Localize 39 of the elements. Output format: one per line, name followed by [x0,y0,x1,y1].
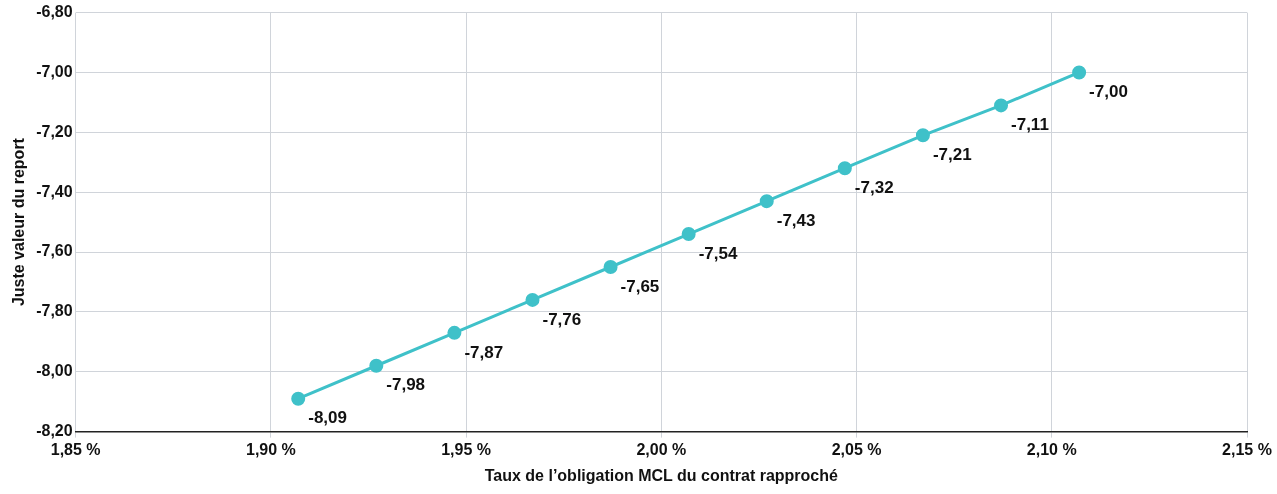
x-axis-title: Taux de l’obligation MCL du contrat rapproché [484,466,839,484]
data-label: -7,11 [1011,115,1049,135]
x-tick-label: 1,90 % [245,440,296,458]
x-tick-label: 1,85 % [50,440,101,458]
data-label: -7,21 [932,144,972,164]
data-label: -7,00 [1089,82,1128,102]
x-tick-label: 2,10 % [1026,440,1077,458]
point [525,292,540,307]
data-label: -7,43 [776,210,816,230]
point [915,128,930,143]
x-tick-label: 1,95 % [441,440,492,458]
point [369,358,384,373]
x-tick-label: 2,05 % [831,440,882,458]
point [447,325,462,340]
y-axis-title: Juste valeur du report [10,137,28,307]
point [1072,65,1087,80]
x-tick-label: 2,00 % [636,440,687,458]
y-tick-label: -7,20 [36,122,73,140]
y-tick-label: -8,20 [36,422,73,440]
y-tick-label: -7,40 [36,182,73,200]
point [994,98,1009,113]
y-tick-label: -7,60 [36,242,73,260]
y-tick-label: -7,00 [36,62,73,80]
y-tick-label: -6,80 [36,3,73,21]
data-label: -7,98 [386,375,426,395]
y-tick-label: -7,80 [36,302,73,320]
data-label: -7,65 [620,276,660,296]
point [837,161,852,176]
y-tick-label: -8,00 [36,362,73,380]
data-label: -8,09 [308,408,347,428]
data-label: -7,76 [542,309,582,329]
data-label: -7,54 [698,243,738,263]
point [603,259,618,274]
point [291,391,306,406]
data-label: -7,87 [464,342,504,362]
data-label: -7,32 [854,177,894,197]
point [681,227,696,242]
point [759,194,774,209]
x-tick-label: 2,15 % [1222,440,1272,458]
